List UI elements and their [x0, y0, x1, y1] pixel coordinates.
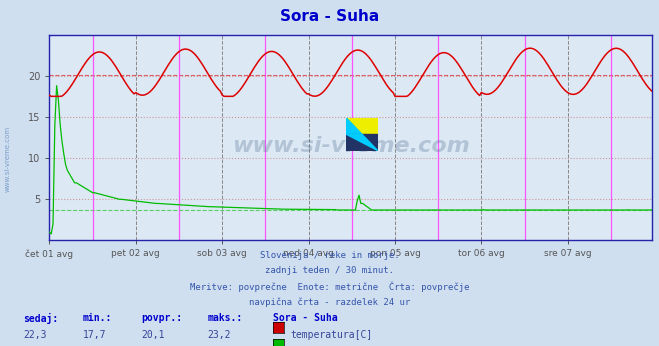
Text: temperatura[C]: temperatura[C]: [290, 330, 372, 340]
Text: 23,2: 23,2: [208, 330, 231, 340]
Polygon shape: [346, 134, 378, 151]
Polygon shape: [346, 118, 378, 134]
Text: povpr.:: povpr.:: [142, 313, 183, 323]
Text: Meritve: povprečne  Enote: metrične  Črta: povprečje: Meritve: povprečne Enote: metrične Črta:…: [190, 282, 469, 292]
Text: 20,1: 20,1: [142, 330, 165, 340]
Text: zadnji teden / 30 minut.: zadnji teden / 30 minut.: [265, 266, 394, 275]
Text: Slovenija / reke in morje.: Slovenija / reke in morje.: [260, 251, 399, 260]
Text: 22,3: 22,3: [23, 330, 47, 340]
Text: min.:: min.:: [82, 313, 112, 323]
Text: 17,7: 17,7: [82, 330, 106, 340]
Text: www.si-vreme.com: www.si-vreme.com: [232, 136, 470, 156]
Text: Sora - Suha: Sora - Suha: [273, 313, 338, 323]
Polygon shape: [346, 134, 378, 151]
Text: maks.:: maks.:: [208, 313, 243, 323]
Text: Sora - Suha: Sora - Suha: [280, 9, 379, 24]
Text: sedaj:: sedaj:: [23, 313, 58, 324]
Text: www.si-vreme.com: www.si-vreme.com: [5, 126, 11, 192]
Polygon shape: [346, 118, 362, 134]
Text: navpična črta - razdelek 24 ur: navpična črta - razdelek 24 ur: [249, 298, 410, 307]
